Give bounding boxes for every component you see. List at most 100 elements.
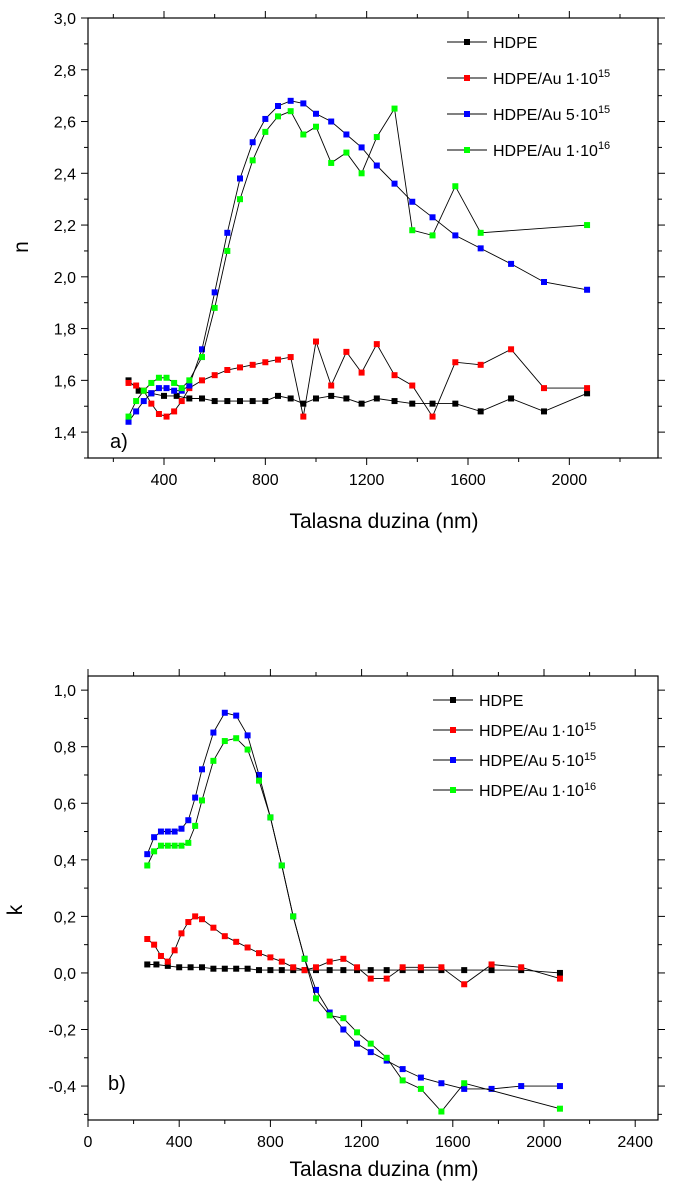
data-point [429, 232, 436, 239]
legend-marker [450, 787, 456, 793]
legend-label: HDPE [479, 693, 523, 710]
data-point [249, 139, 256, 146]
data-point [140, 398, 147, 405]
data-point [278, 958, 285, 965]
data-point [313, 338, 319, 345]
data-point [399, 1066, 406, 1073]
data-point [199, 964, 205, 971]
y-axis-title: n [10, 241, 33, 253]
data-point [185, 817, 192, 824]
data-point [171, 387, 178, 394]
data-point [224, 247, 231, 254]
data-point [178, 842, 185, 849]
data-point [173, 392, 180, 399]
data-point [151, 848, 158, 855]
data-point [508, 260, 515, 267]
data-point [373, 395, 380, 402]
data-point [313, 123, 319, 130]
y-tick-label: 2,2 [54, 218, 76, 235]
data-point [237, 175, 243, 182]
data-point [148, 400, 155, 407]
data-point [358, 400, 365, 407]
data-point [210, 965, 217, 972]
x-tick-label: 0 [84, 1134, 93, 1151]
data-point [211, 398, 218, 405]
data-point [262, 359, 269, 366]
data-point [367, 967, 374, 974]
data-point [155, 411, 162, 417]
data-point [290, 913, 297, 920]
legend-label: HDPE/Au 5·1015 [493, 104, 610, 124]
data-point [313, 964, 319, 971]
x-tick-label: 1600 [435, 1134, 471, 1151]
data-point [199, 346, 205, 353]
data-point [508, 395, 515, 402]
data-point [164, 828, 171, 835]
legend-marker [464, 111, 470, 117]
data-point [249, 398, 256, 405]
data-point [211, 304, 218, 311]
data-point [133, 382, 140, 389]
legend-label: HDPE [493, 35, 537, 52]
data-point [300, 413, 307, 420]
data-point [278, 862, 285, 869]
y-tick-label: 2,6 [54, 115, 76, 132]
y-tick-label: -0,4 [48, 1079, 76, 1096]
data-point [185, 839, 192, 846]
data-point [144, 851, 151, 858]
data-point [210, 729, 217, 736]
data-point [178, 398, 185, 405]
data-point [262, 115, 269, 122]
x-tick-label: 400 [166, 1134, 193, 1151]
data-point [237, 398, 243, 405]
x-tick-label: 400 [151, 472, 178, 489]
legend: HDPE HDPE/Au 1·1015 HDPE/Au 5·1015 HDPE/Au … [447, 35, 610, 160]
data-point [541, 385, 547, 392]
data-point [461, 981, 468, 988]
data-point [256, 950, 262, 957]
data-point [290, 964, 297, 971]
data-point [556, 1105, 563, 1112]
data-point [343, 395, 350, 402]
data-point [287, 108, 294, 115]
data-point [157, 828, 164, 835]
data-point [300, 400, 307, 407]
data-point [313, 986, 319, 993]
series-HDPE [125, 377, 591, 415]
series-line [147, 915, 561, 985]
data-point [267, 954, 274, 961]
data-point [244, 746, 251, 753]
data-point [354, 1040, 361, 1047]
data-point [157, 952, 164, 959]
y-tick-label: -0,2 [48, 1023, 76, 1040]
y-tick-label: 2,4 [54, 166, 76, 183]
data-point [210, 757, 217, 764]
x-tick-label: 1600 [450, 472, 486, 489]
x-tick-label: 2000 [526, 1134, 562, 1151]
legend-label-exponent: 16 [598, 140, 610, 152]
data-point [373, 162, 380, 169]
x-tick-label: 800 [252, 472, 279, 489]
plot-area: 0 400 800 1200 1600 2000 2400 -0,4 -0,2 0,0 0,2 0,4… [48, 669, 665, 1151]
data-point [358, 170, 365, 177]
data-point [354, 964, 361, 971]
plot-area: 400 800 1200 1600 2000 1,4 1,6 1,8 2,0 2,2 2,4 2,6 2… [54, 11, 665, 489]
data-point [199, 377, 205, 384]
data-point [161, 392, 167, 399]
data-point [153, 961, 160, 968]
data-point [438, 964, 445, 971]
data-point [178, 930, 185, 937]
data-point [383, 975, 390, 982]
y-tick-label: 1,8 [54, 322, 76, 339]
series-line [128, 341, 588, 418]
data-point [373, 341, 380, 348]
data-point [287, 395, 294, 402]
legend-label-exponent: 15 [598, 104, 610, 116]
data-point [211, 372, 218, 379]
data-point [125, 379, 132, 386]
data-point [163, 374, 170, 381]
data-point [186, 377, 193, 384]
data-point [171, 408, 178, 415]
data-point [199, 916, 205, 923]
y-tick-label: 1,4 [54, 425, 76, 442]
